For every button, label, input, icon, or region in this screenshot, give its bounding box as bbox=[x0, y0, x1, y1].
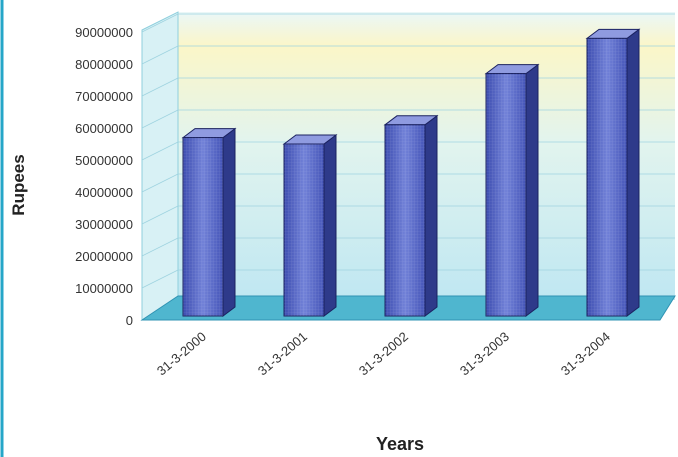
bar-31-3-2001 bbox=[282, 134, 338, 317]
gridline-diagonal bbox=[141, 205, 179, 225]
bar-31-3-2000 bbox=[181, 127, 237, 317]
y-tick-label: 40000000 bbox=[75, 185, 133, 200]
gridline-diagonal bbox=[141, 45, 179, 65]
bar-texture bbox=[486, 73, 526, 316]
y-tick-label: 90000000 bbox=[75, 25, 133, 40]
gridline-diagonal bbox=[141, 269, 179, 289]
bar-side bbox=[525, 63, 539, 317]
x-tick-label: 31-3-2003 bbox=[457, 329, 512, 379]
y-tick-label: 0 bbox=[126, 313, 133, 328]
y-axis-ticks: 0 10000000 20000000 30000000 40000000 5000000… bbox=[75, 25, 133, 328]
y-axis-label: Rupees bbox=[9, 154, 28, 215]
x-tick-label: 31-3-2000 bbox=[154, 329, 209, 379]
gridline-diagonal bbox=[141, 77, 179, 97]
gridline-diagonal bbox=[141, 141, 179, 161]
bar-side bbox=[222, 127, 236, 317]
bars bbox=[181, 28, 641, 317]
bar-texture bbox=[284, 144, 324, 316]
bar-texture bbox=[385, 124, 425, 316]
x-tick-label: 31-3-2001 bbox=[255, 329, 310, 379]
x-tick-label: 31-3-2002 bbox=[356, 329, 411, 379]
x-axis-label: Years bbox=[376, 434, 424, 454]
bar-side bbox=[424, 114, 438, 317]
y-tick-label: 10000000 bbox=[75, 281, 133, 296]
gridline-diagonal bbox=[141, 109, 179, 129]
y-tick-label: 50000000 bbox=[75, 153, 133, 168]
bar-texture bbox=[183, 137, 223, 316]
bar-31-3-2002 bbox=[383, 114, 439, 317]
y-tick-label: 20000000 bbox=[75, 249, 133, 264]
bar-side bbox=[626, 28, 640, 317]
y-tick-label: 80000000 bbox=[75, 57, 133, 72]
chart-side-wall bbox=[141, 11, 179, 321]
y-tick-label: 30000000 bbox=[75, 217, 133, 232]
bar-31-3-2003 bbox=[484, 63, 540, 317]
y-tick-label: 60000000 bbox=[75, 121, 133, 136]
gridline-diagonal bbox=[141, 13, 179, 33]
bar-texture bbox=[587, 38, 627, 317]
y-tick-label: 70000000 bbox=[75, 89, 133, 104]
bar-31-3-2004 bbox=[585, 28, 641, 317]
gridline-diagonal bbox=[141, 237, 179, 257]
x-tick-label: 31-3-2004 bbox=[558, 329, 613, 379]
x-axis-ticks: 31-3-2000 31-3-2001 31-3-2002 31-3-2003 31-3… bbox=[154, 329, 613, 379]
gridline-diagonal bbox=[141, 173, 179, 193]
bar-side bbox=[323, 134, 337, 317]
